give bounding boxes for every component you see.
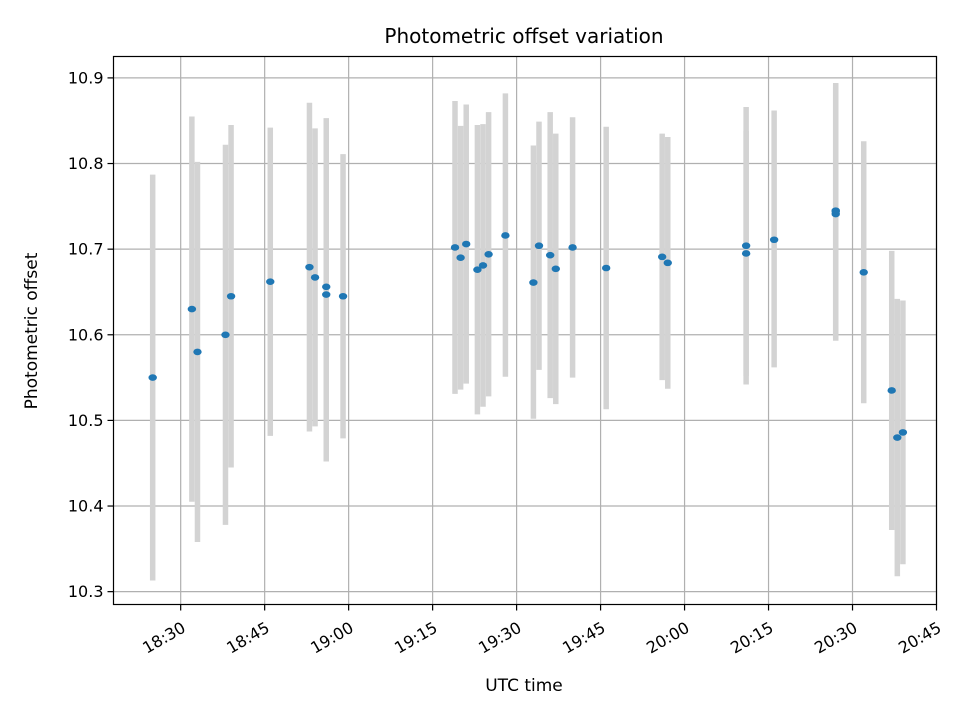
data-point <box>473 266 482 274</box>
data-point <box>484 250 493 258</box>
y-tick-label: 10.7 <box>68 240 104 259</box>
x-axis-label: UTC time <box>485 676 563 696</box>
data-point <box>831 208 840 215</box>
y-tick-label: 10.4 <box>68 497 104 516</box>
data-point <box>741 242 751 250</box>
data-point <box>226 292 236 300</box>
y-axis-label: Photometric offset <box>22 252 42 409</box>
data-point <box>657 253 667 261</box>
y-tick-label: 10.9 <box>68 68 104 87</box>
data-point <box>310 274 320 281</box>
y-tick-label: 10.6 <box>68 325 104 344</box>
y-tick-label: 10.8 <box>68 154 104 173</box>
data-point <box>478 262 488 269</box>
y-tick-label: 10.3 <box>68 582 104 601</box>
y-axis: 10.3 10.4 10.5 10.6 10.7 10.8 10.9 <box>68 68 114 601</box>
data-point <box>893 434 902 441</box>
data-point <box>898 429 908 436</box>
data-point <box>148 374 157 381</box>
data-points <box>148 207 908 441</box>
data-point <box>859 268 868 276</box>
data-point <box>338 292 348 300</box>
data-point <box>887 387 896 394</box>
data-point <box>551 265 560 273</box>
data-point <box>193 348 202 356</box>
data-point <box>741 250 751 257</box>
data-point <box>462 240 471 248</box>
data-point <box>322 283 331 291</box>
data-point <box>266 278 275 285</box>
data-point <box>545 251 555 259</box>
data-point <box>601 264 611 272</box>
data-point <box>305 263 314 271</box>
data-point <box>456 254 465 262</box>
chart-title: Photometric offset variation <box>384 24 663 48</box>
data-point <box>322 291 331 298</box>
data-point <box>450 244 460 251</box>
data-point <box>534 242 544 250</box>
data-point <box>663 259 672 267</box>
data-point <box>501 232 510 239</box>
data-point <box>529 279 538 286</box>
y-tick-label: 10.5 <box>68 411 104 430</box>
data-point <box>221 331 230 339</box>
data-point <box>769 236 779 244</box>
data-point <box>187 305 197 313</box>
plot-area-frame <box>112 55 938 606</box>
data-point <box>568 244 577 251</box>
